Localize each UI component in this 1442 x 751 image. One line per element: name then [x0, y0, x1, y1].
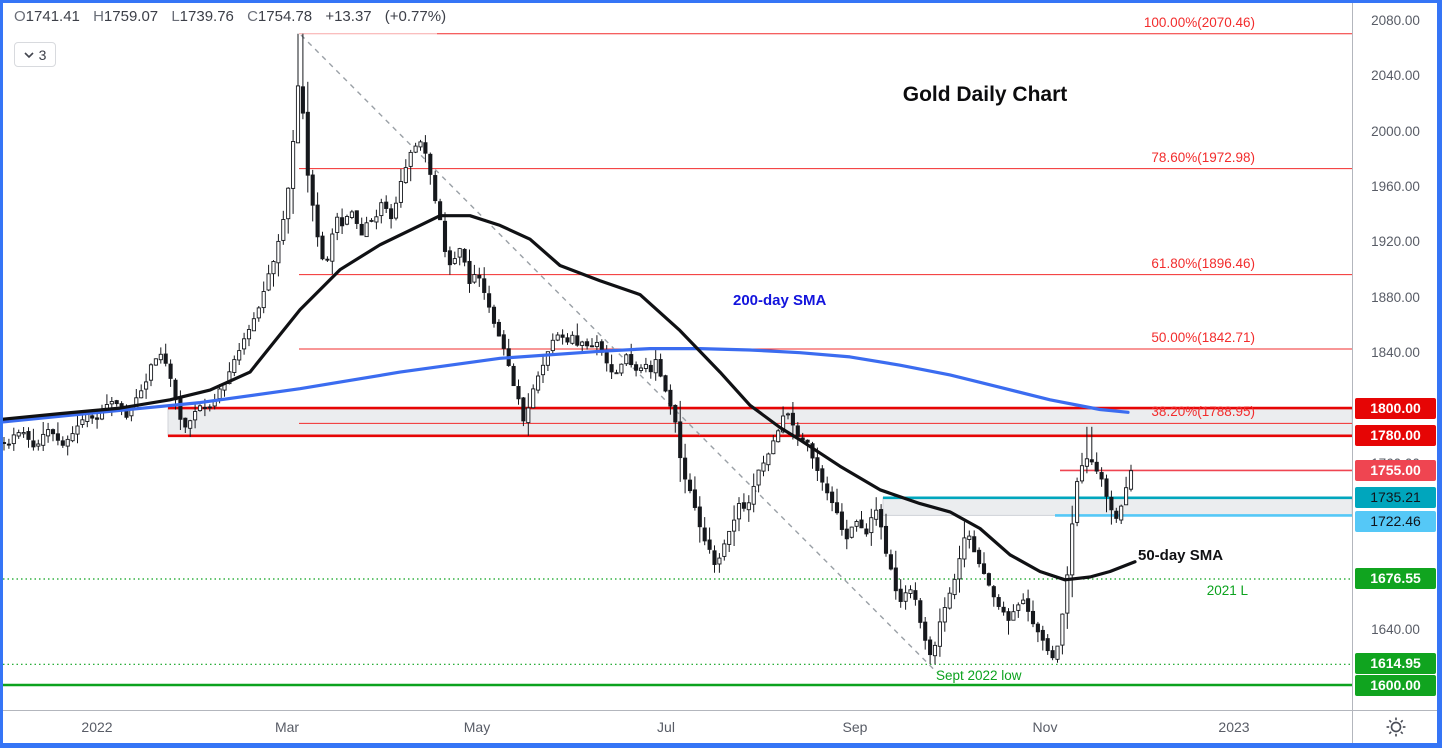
time-label: Sep: [842, 719, 868, 735]
ohlc-close-value: 1754.78: [257, 8, 313, 25]
price-badge-1755.00: 1755.00: [1355, 459, 1436, 481]
time-label: Mar: [274, 719, 300, 735]
focus-border-bottom: [0, 743, 1442, 748]
axis-settings-cell: [1352, 711, 1438, 743]
sma200-line: [1, 347, 1130, 424]
price-badge-1614.95: 1614.95: [1355, 653, 1436, 674]
ohlc-readout: O1741.41 H1759.07 L1739.76 C1754.78 +13.…: [14, 8, 446, 25]
trendline: [300, 34, 938, 673]
sma50-line: [1, 214, 1137, 582]
price-tick: 1920.00: [1371, 234, 1420, 250]
price-tick: 2080.00: [1371, 13, 1420, 28]
time-label: May: [463, 719, 491, 735]
ohlc-open-label: O: [14, 8, 26, 25]
ohlc-open-value: 1741.41: [25, 8, 80, 25]
gear-icon[interactable]: [1385, 716, 1407, 738]
ohlc-change-value: +13.37: [325, 8, 372, 25]
ohlc-high-label: H: [93, 8, 104, 25]
price-badge-1722.46: 1722.46: [1355, 510, 1436, 532]
focus-border-right: [1437, 0, 1442, 743]
price-badge-1676.55: 1676.55: [1355, 568, 1436, 590]
focus-border-top: [0, 0, 1442, 3]
price-badge-1735.21: 1735.21: [1355, 487, 1436, 509]
candles: [1, 33, 1134, 665]
time-label: Jul: [657, 719, 675, 735]
ohlc-low-label: L: [171, 8, 180, 25]
time-label: Nov: [1032, 719, 1058, 735]
time-axis[interactable]: 2022 Mar May Jul Sep Nov 2023: [0, 710, 1442, 744]
price-badge-1600.00: 1600.00: [1355, 675, 1436, 696]
drawings-dropdown[interactable]: 3: [14, 42, 56, 67]
price-tick: 1640.00: [1371, 622, 1420, 638]
price-badge-1800.00: 1800.00: [1355, 397, 1436, 419]
price-tick: 1840.00: [1371, 345, 1420, 361]
ohlc-low-value: 1739.76: [179, 8, 234, 25]
price-tick: 1880.00: [1371, 289, 1420, 305]
price-chart-canvas[interactable]: [0, 0, 1352, 710]
price-tick: 2000.00: [1371, 123, 1420, 139]
price-tick: 1960.00: [1371, 179, 1420, 195]
time-label: 2023: [1218, 719, 1250, 735]
focus-border-left: [0, 0, 3, 743]
time-label: 2022: [81, 719, 113, 735]
chevron-down-icon: [24, 51, 34, 58]
drawings-count: 3: [38, 46, 47, 63]
price-axis[interactable]: 2080.00 2040.00 2000.00 1960.00 1920.00 1880.…: [1352, 0, 1438, 710]
price-tick: 2040.00: [1371, 68, 1420, 84]
ohlc-close-label: C: [247, 8, 258, 25]
price-badge-1780.00: 1780.00: [1355, 425, 1436, 447]
ohlc-high-value: 1759.07: [103, 8, 159, 25]
ohlc-change-pct: (+0.77%): [384, 8, 447, 25]
